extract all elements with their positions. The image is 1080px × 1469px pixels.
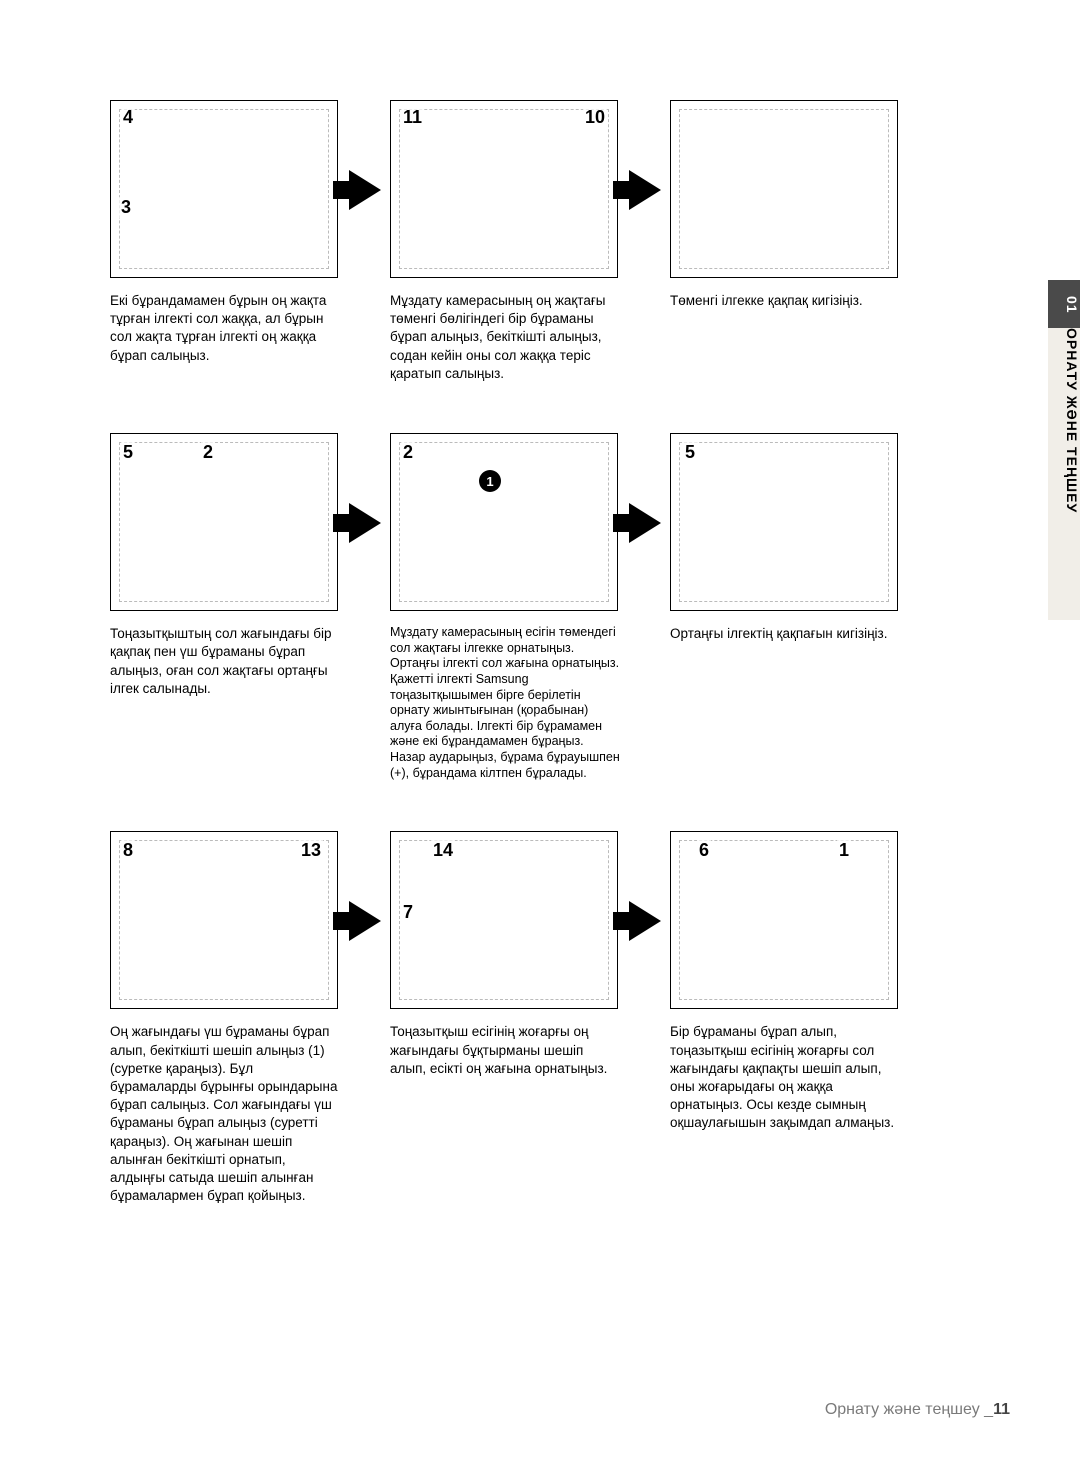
callout-number: 5 <box>121 442 135 463</box>
diagram-placeholder <box>679 840 889 1000</box>
callout-number: 6 <box>697 840 711 861</box>
section-side-tab: 01 ОРНАТУ ЖӘНЕ ТЕҢШЕУ <box>1048 280 1080 620</box>
instruction-row: 5 2 Тоңазытқыштың сол жағындағы бір қақп… <box>110 433 970 781</box>
step-caption: Мұздату камерасының оң жақтағы төменгі б… <box>390 292 620 383</box>
page-content: 4 3 Екі бұрандамамен бұрын оң жақта тұрғ… <box>110 100 970 1256</box>
diagram-placeholder <box>119 840 329 1000</box>
arrow-column <box>340 100 390 280</box>
arrow-right-icon <box>349 503 381 543</box>
step-caption: Екі бұрандамамен бұрын оң жақта тұрған і… <box>110 292 340 365</box>
instruction-cell: 5 Ортаңғы ілгектің қақпағын кигізіңіз. <box>670 433 900 643</box>
diagram-box: 5 <box>670 433 898 611</box>
callout-number: 8 <box>121 840 135 861</box>
callout-number: 13 <box>299 840 323 861</box>
footer-page-number: 11 <box>993 1401 1010 1418</box>
step-caption: Мұздату камерасының есігін төмендегі сол… <box>390 625 620 781</box>
instruction-cell: 5 2 Тоңазытқыштың сол жағындағы бір қақп… <box>110 433 340 698</box>
diagram-placeholder <box>399 840 609 1000</box>
instruction-cell: 4 3 Екі бұрандамамен бұрын оң жақта тұрғ… <box>110 100 340 365</box>
instruction-cell: 8 13 Оң жағындағы үш бұраманы бұрап алып… <box>110 831 340 1205</box>
instruction-cell: 2 1 Мұздату камерасының есігін төмендегі… <box>390 433 620 781</box>
callout-number: 1 <box>837 840 851 861</box>
callout-number: 2 <box>201 442 215 463</box>
callout-number: 3 <box>119 197 133 218</box>
callout-number: 10 <box>583 107 607 128</box>
side-tab-title: ОРНАТУ ЖӘНЕ ТЕҢШЕУ <box>1064 328 1080 513</box>
callout-number: 7 <box>401 902 415 923</box>
arrow-right-icon <box>629 901 661 941</box>
diagram-placeholder <box>679 442 889 602</box>
instruction-cell: 6 1 Бір бұраманы бұрап алып, тоңазытқыш … <box>670 831 900 1132</box>
diagram-box: 11 10 <box>390 100 618 278</box>
arrow-column <box>340 831 390 1011</box>
diagram-box: 2 1 <box>390 433 618 611</box>
callout-number: 4 <box>121 107 135 128</box>
diagram-box: 14 7 <box>390 831 618 1009</box>
arrow-column <box>620 831 670 1011</box>
arrow-column <box>620 100 670 280</box>
diagram-placeholder <box>679 109 889 269</box>
instruction-cell: 11 10 Мұздату камерасының оң жақтағы төм… <box>390 100 620 383</box>
instruction-cell: 14 7 Тоңазытқыш есігінің жоғарғы оң жағы… <box>390 831 620 1078</box>
arrow-right-icon <box>629 170 661 210</box>
arrow-right-icon <box>349 901 381 941</box>
side-tab-label: 01 ОРНАТУ ЖӘНЕ ТЕҢШЕУ <box>1048 292 1080 612</box>
step-caption: Ортаңғы ілгектің қақпағын кигізіңіз. <box>670 625 900 643</box>
page-footer: Орнату және теңшеу _11 <box>825 1401 1010 1419</box>
step-caption: Оң жағындағы үш бұраманы бұрап алып, бек… <box>110 1023 340 1205</box>
side-tab-number: 01 <box>1064 296 1080 314</box>
arrow-right-icon <box>629 503 661 543</box>
step-caption: Тоңазытқыш есігінің жоғарғы оң жағындағы… <box>390 1023 620 1078</box>
instruction-cell: Төменгі ілгекке қақпақ кигізіңіз. <box>670 100 900 310</box>
diagram-placeholder <box>399 109 609 269</box>
diagram-box: 4 3 <box>110 100 338 278</box>
arrow-right-icon <box>349 170 381 210</box>
diagram-box: 8 13 <box>110 831 338 1009</box>
arrow-column <box>340 433 390 613</box>
callout-number: 2 <box>401 442 415 463</box>
diagram-box: 6 1 <box>670 831 898 1009</box>
diagram-box: 5 2 <box>110 433 338 611</box>
callout-number: 11 <box>401 107 424 128</box>
diagram-placeholder <box>119 109 329 269</box>
callout-badge: 1 <box>479 470 501 492</box>
instruction-row: 8 13 Оң жағындағы үш бұраманы бұрап алып… <box>110 831 970 1205</box>
instruction-row: 4 3 Екі бұрандамамен бұрын оң жақта тұрғ… <box>110 100 970 383</box>
step-caption: Бір бұраманы бұрап алып, тоңазытқыш есіг… <box>670 1023 900 1132</box>
diagram-placeholder <box>399 442 609 602</box>
step-caption: Тоңазытқыштың сол жағындағы бір қақпақ п… <box>110 625 340 698</box>
arrow-column <box>620 433 670 613</box>
callout-number: 14 <box>431 840 455 861</box>
footer-text: Орнату және теңшеу _ <box>825 1401 993 1418</box>
diagram-box <box>670 100 898 278</box>
step-caption: Төменгі ілгекке қақпақ кигізіңіз. <box>670 292 900 310</box>
diagram-placeholder <box>119 442 329 602</box>
callout-number: 5 <box>683 442 697 463</box>
